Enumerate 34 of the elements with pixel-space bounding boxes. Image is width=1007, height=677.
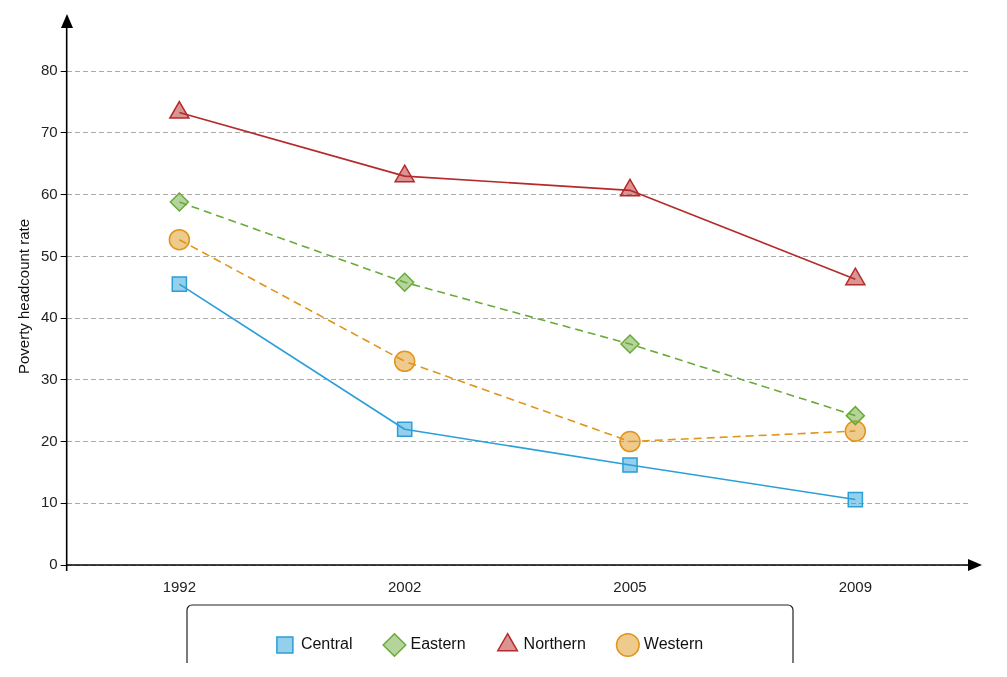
y-tick-label: 20 [41,431,58,449]
point [622,457,638,473]
point [620,334,640,354]
point [845,267,866,286]
legend-label: Northern [523,635,586,653]
point [168,228,191,251]
point [845,405,866,426]
y-tick-label: 50 [41,246,58,264]
y-tick-label: 60 [41,184,58,202]
x-tick-label: 2009 [838,578,873,596]
point [394,164,415,183]
point [169,192,190,212]
point [169,100,190,119]
point [619,430,641,453]
x-tick-label: 1992 [162,578,197,596]
point [844,420,867,442]
x-tick-label: 2002 [387,578,422,596]
point [171,276,188,292]
y-tick-label: 70 [41,123,58,141]
legend-label: Western [643,635,704,653]
x-tick-label: 2005 [613,578,647,596]
y-tick-label: 40 [41,308,58,326]
y-tick-label: 10 [41,493,58,511]
y-tick-label: 80 [41,61,58,79]
point [619,178,641,197]
legend-label: Eastern [410,635,466,653]
y-axis-title: Poverty headcount rate [15,218,33,375]
point [394,272,415,293]
y-tick-label: 0 [49,555,58,573]
legend-label: Central [300,635,353,653]
y-tick-label: 30 [41,369,58,387]
point [396,421,413,438]
point [847,491,864,508]
point [393,350,416,373]
